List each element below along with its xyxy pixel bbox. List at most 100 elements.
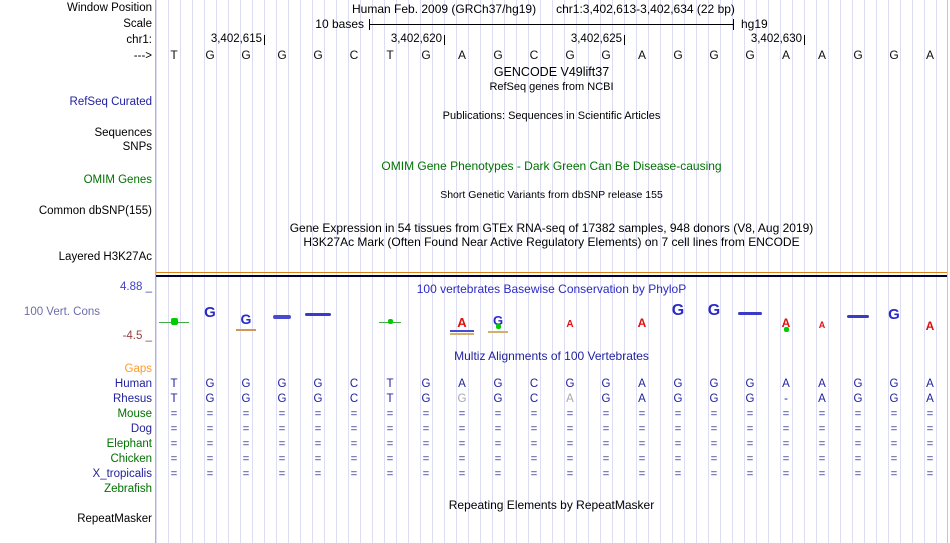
align-base: G <box>241 393 251 405</box>
align-base: C <box>349 378 359 390</box>
align-row-label-dog[interactable]: Dog <box>130 423 152 435</box>
track-title-refseq[interactable]: RefSeq genes from NCBI <box>489 81 614 93</box>
align-base: G <box>565 378 575 390</box>
logo-base-glyph: A <box>637 316 647 330</box>
align-equals-cell: = <box>242 468 250 480</box>
align-row-label-chicken[interactable]: Chicken <box>110 453 152 465</box>
track-title-repeats[interactable]: Repeating Elements by RepeatMasker <box>448 498 655 512</box>
track-title-gencode[interactable]: GENCODE V49lift37 <box>493 65 610 79</box>
align-row-label-x_tropicalis[interactable]: X_tropicalis <box>92 468 152 480</box>
track-title-omim[interactable]: OMIM Gene Phenotypes - Dark Green Can Be… <box>381 159 722 173</box>
logo-base-glyph: G <box>888 306 900 323</box>
align-equals-cell: = <box>206 408 214 420</box>
conservation-clip-line <box>156 275 947 277</box>
side-label-layered-h3k27ac[interactable]: Layered H3K27Ac <box>58 251 152 263</box>
base-letter: G <box>313 48 323 62</box>
side-label-window-position[interactable]: Window Position <box>66 2 152 14</box>
align-base: C <box>349 393 359 405</box>
align-equals-cell: = <box>386 423 394 435</box>
track-title-dbsnp[interactable]: Short Genetic Variants from dbSNP releas… <box>440 189 663 201</box>
align-base: A <box>818 378 826 390</box>
align-base: G <box>277 393 287 405</box>
align-base: A <box>638 378 646 390</box>
align-equals-cell: = <box>638 438 646 450</box>
align-base: G <box>277 378 287 390</box>
align-row-label-mouse[interactable]: Mouse <box>117 408 152 420</box>
logo-dash-glyph <box>450 333 474 335</box>
align-equals-cell: = <box>314 423 322 435</box>
align-equals-cell: = <box>386 468 394 480</box>
logo-marker-dot <box>170 318 178 325</box>
side-label-scale[interactable]: Scale <box>123 18 152 30</box>
align-equals-cell: = <box>566 468 574 480</box>
side-label-common-dbsnp[interactable]: Common dbSNP(155) <box>38 205 152 217</box>
side-label-omim-genes[interactable]: OMIM Genes <box>83 174 152 186</box>
align-base: T <box>170 393 178 405</box>
align-base: G <box>205 393 215 405</box>
align-equals-cell: = <box>170 453 178 465</box>
side-label-vert-cons[interactable]: 100 Vert. Cons <box>23 306 100 318</box>
logo-marker-dot <box>387 319 393 324</box>
align-base: A <box>458 378 466 390</box>
position-tick <box>444 35 445 45</box>
align-equals-cell: = <box>386 453 394 465</box>
side-label-cons-min[interactable]: -4.5 _ <box>122 330 152 342</box>
align-equals-cell: = <box>170 408 178 420</box>
align-base: G <box>889 393 899 405</box>
scale-ruler-right-tick <box>733 19 734 30</box>
side-label-repeatmasker[interactable]: RepeatMasker <box>77 513 152 525</box>
base-letter: G <box>565 48 575 62</box>
align-equals-cell: = <box>350 468 358 480</box>
align-equals-cell: = <box>314 468 322 480</box>
align-equals-cell: = <box>602 408 610 420</box>
align-row-label-rhesus[interactable]: Rhesus <box>113 393 152 405</box>
side-label-refseq-curated[interactable]: RefSeq Curated <box>69 96 152 108</box>
align-base: G <box>241 378 251 390</box>
align-base: G <box>493 378 503 390</box>
align-row-label-zebrafish[interactable]: Zebrafish <box>104 483 152 495</box>
align-equals-cell: = <box>422 423 430 435</box>
align-row-label-human[interactable]: Human <box>114 378 152 390</box>
align-equals-cell: = <box>386 438 394 450</box>
base-letter: G <box>853 48 863 62</box>
logo-base-glyph: G <box>671 302 685 319</box>
track-title-publications[interactable]: Publications: Sequences in Scientific Ar… <box>442 110 661 122</box>
align-base: G <box>709 393 719 405</box>
align-base: T <box>386 393 394 405</box>
align-equals-cell: = <box>386 408 394 420</box>
align-equals-cell: = <box>782 453 790 465</box>
track-title-phylop[interactable]: 100 vertebrates Basewise Conservation by… <box>416 282 687 296</box>
side-label-chrom[interactable]: chr1: <box>126 34 152 46</box>
track-title-gtex[interactable]: Gene Expression in 54 tissues from GTEx … <box>289 221 814 235</box>
align-equals-cell: = <box>242 438 250 450</box>
align-equals-cell: = <box>350 438 358 450</box>
side-label-strand[interactable]: ---> <box>133 50 152 62</box>
align-base: G <box>421 393 431 405</box>
align-row-label-gaps[interactable]: Gaps <box>124 363 153 375</box>
align-equals-cell: = <box>890 423 898 435</box>
side-label-cons-max[interactable]: 4.88 _ <box>120 281 152 293</box>
align-base: - <box>784 393 788 405</box>
base-letter: G <box>601 48 611 62</box>
align-base: G <box>601 393 611 405</box>
align-equals-cell: = <box>566 423 574 435</box>
align-equals-cell: = <box>926 408 934 420</box>
align-equals-cell: = <box>746 468 754 480</box>
align-equals-cell: = <box>854 453 862 465</box>
align-equals-cell: = <box>890 453 898 465</box>
position-tick-label: 3,402,620 <box>390 33 442 45</box>
scale-ruler-left-tick <box>369 19 370 30</box>
align-equals-cell: = <box>602 438 610 450</box>
align-equals-cell: = <box>278 453 286 465</box>
align-base: G <box>709 378 719 390</box>
track-title-h3k27ac[interactable]: H3K27Ac Mark (Often Found Near Active Re… <box>303 235 800 249</box>
base-letter: G <box>673 48 683 62</box>
logo-base-glyph: A <box>925 319 935 333</box>
track-title-multiz[interactable]: Multiz Alignments of 100 Vertebrates <box>454 349 649 363</box>
align-equals-cell: = <box>530 468 538 480</box>
logo-marker-dot <box>495 324 501 329</box>
align-base: T <box>170 378 178 390</box>
side-label-snps[interactable]: SNPs <box>122 141 152 153</box>
align-row-label-elephant[interactable]: Elephant <box>106 438 152 450</box>
side-label-sequences[interactable]: Sequences <box>94 127 152 139</box>
